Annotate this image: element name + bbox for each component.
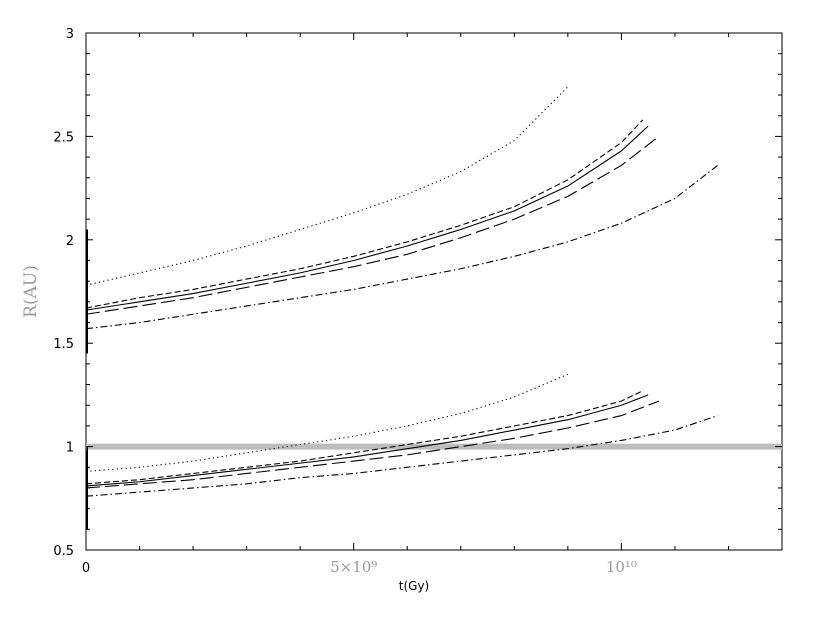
y-axis-ticks: 0.5 1 1.5 2 2.5 3 — [53, 27, 782, 559]
x-tick-label: 5×10⁹ — [330, 558, 377, 576]
y-tick-label: 2.5 — [53, 130, 74, 145]
plot-frame — [85, 32, 783, 551]
y-tick-label: 2 — [66, 234, 74, 249]
series-line-upper-dotted — [85, 86, 569, 286]
x-tick-label: 0 — [82, 561, 90, 576]
series-line-lower-solid — [85, 394, 649, 487]
x-axis-ticks: 0 5×10⁹ 10¹⁰ — [82, 33, 729, 576]
series-line-lower-dotted — [85, 373, 569, 472]
series-line-upper-solid — [85, 125, 649, 311]
y-tick-label: 1 — [66, 441, 74, 456]
series-line-upper-short-dash — [85, 119, 644, 309]
series-line-lower-long-dash — [85, 400, 660, 489]
y-tick-label: 3 — [66, 27, 74, 42]
x-tick-label: 10¹⁰ — [606, 558, 637, 576]
series-line-upper-long-dash — [85, 135, 660, 315]
y-tick-label: 1.5 — [53, 337, 74, 352]
y-tick-label: 0.5 — [53, 544, 74, 559]
series-line-lower-short-dash — [85, 390, 644, 485]
series-line-upper-dash-dot — [85, 164, 719, 330]
y-axis-label: R(AU) — [21, 265, 41, 318]
series-line-lower-dash-dot — [85, 415, 718, 497]
series-layer — [85, 86, 719, 497]
x-axis-label: t(Gy) — [399, 579, 429, 593]
plot-area — [85, 32, 783, 551]
